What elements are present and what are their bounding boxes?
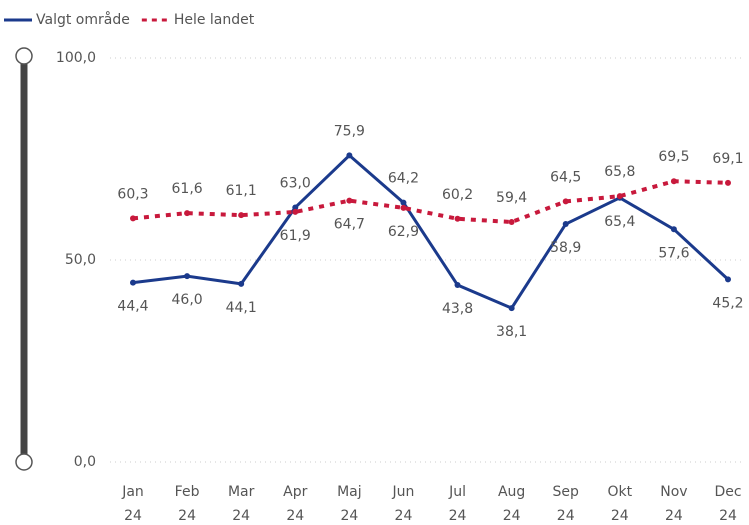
- data-label: 64,5: [550, 169, 581, 185]
- data-label: 60,2: [442, 187, 473, 203]
- point: [400, 204, 407, 211]
- point: [130, 279, 136, 286]
- point: [400, 199, 407, 206]
- point: [670, 226, 677, 233]
- point: [616, 193, 623, 200]
- x-tick-label: Apr 24: [283, 484, 308, 524]
- point: [184, 210, 191, 217]
- x-tick-label: Okt 24: [607, 484, 633, 524]
- point: [562, 198, 569, 205]
- data-label: 61,6: [172, 181, 203, 197]
- y-tick-label: 50,0: [65, 252, 96, 268]
- legend-label: Hele landet: [174, 12, 255, 28]
- y-tick-label: 100,0: [56, 50, 96, 66]
- point: [292, 204, 299, 211]
- y-tick-label: 0,0: [74, 454, 96, 470]
- data-label: 43,8: [442, 301, 473, 317]
- point: [238, 280, 245, 287]
- x-tick-label: Maj 24: [337, 484, 362, 524]
- data-label: 65,4: [604, 214, 635, 230]
- x-tick-label: Jan 24: [122, 484, 144, 524]
- point: [454, 215, 461, 222]
- data-label: 63,0: [280, 175, 311, 191]
- point: [670, 178, 677, 185]
- x-tick-label: Dec 24: [714, 484, 742, 524]
- data-label: 61,9: [280, 228, 311, 244]
- data-label: 62,9: [388, 224, 419, 240]
- data-label: 69,5: [658, 149, 689, 165]
- series-line: [132, 179, 729, 225]
- point: [184, 273, 191, 280]
- point: [562, 221, 569, 228]
- data-label: 61,1: [226, 183, 257, 199]
- x-tick-label: Mar 24: [227, 484, 255, 524]
- zoom-slider-handle[interactable]: [15, 47, 33, 65]
- point: [454, 282, 461, 289]
- point: [725, 179, 731, 186]
- data-label: 64,7: [334, 217, 365, 233]
- point: [238, 212, 245, 219]
- point: [130, 215, 136, 222]
- x-tick-label: Jun 24: [392, 484, 415, 524]
- x-tick-label: Aug 24: [497, 484, 526, 524]
- data-label: 65,8: [604, 164, 635, 180]
- data-label: 58,9: [550, 240, 581, 256]
- point: [292, 208, 299, 215]
- x-tick-label: Feb 24: [174, 484, 200, 524]
- data-label: 64,2: [388, 171, 419, 187]
- x-tick-label: Jul 24: [448, 484, 467, 524]
- data-label: 44,1: [226, 300, 257, 316]
- series-line: [132, 153, 730, 310]
- point: [346, 197, 353, 204]
- data-label: 69,1: [712, 151, 743, 167]
- zoom-slider-handle[interactable]: [15, 453, 33, 471]
- data-label: 57,6: [658, 245, 689, 261]
- data-label: 59,4: [496, 190, 527, 206]
- point: [725, 276, 731, 283]
- data-label: 46,0: [172, 292, 203, 308]
- x-tick-label: Nov 24: [660, 484, 688, 524]
- data-label: 75,9: [334, 123, 365, 139]
- x-tick-label: Sep 24: [552, 484, 579, 524]
- point: [346, 152, 353, 159]
- legend-label: Valgt område: [36, 11, 130, 28]
- data-label: 38,1: [496, 324, 527, 340]
- data-label: 44,4: [117, 299, 148, 315]
- point: [508, 305, 515, 312]
- point: [508, 219, 515, 226]
- data-label: 45,2: [712, 295, 743, 311]
- data-label: 60,3: [117, 186, 148, 202]
